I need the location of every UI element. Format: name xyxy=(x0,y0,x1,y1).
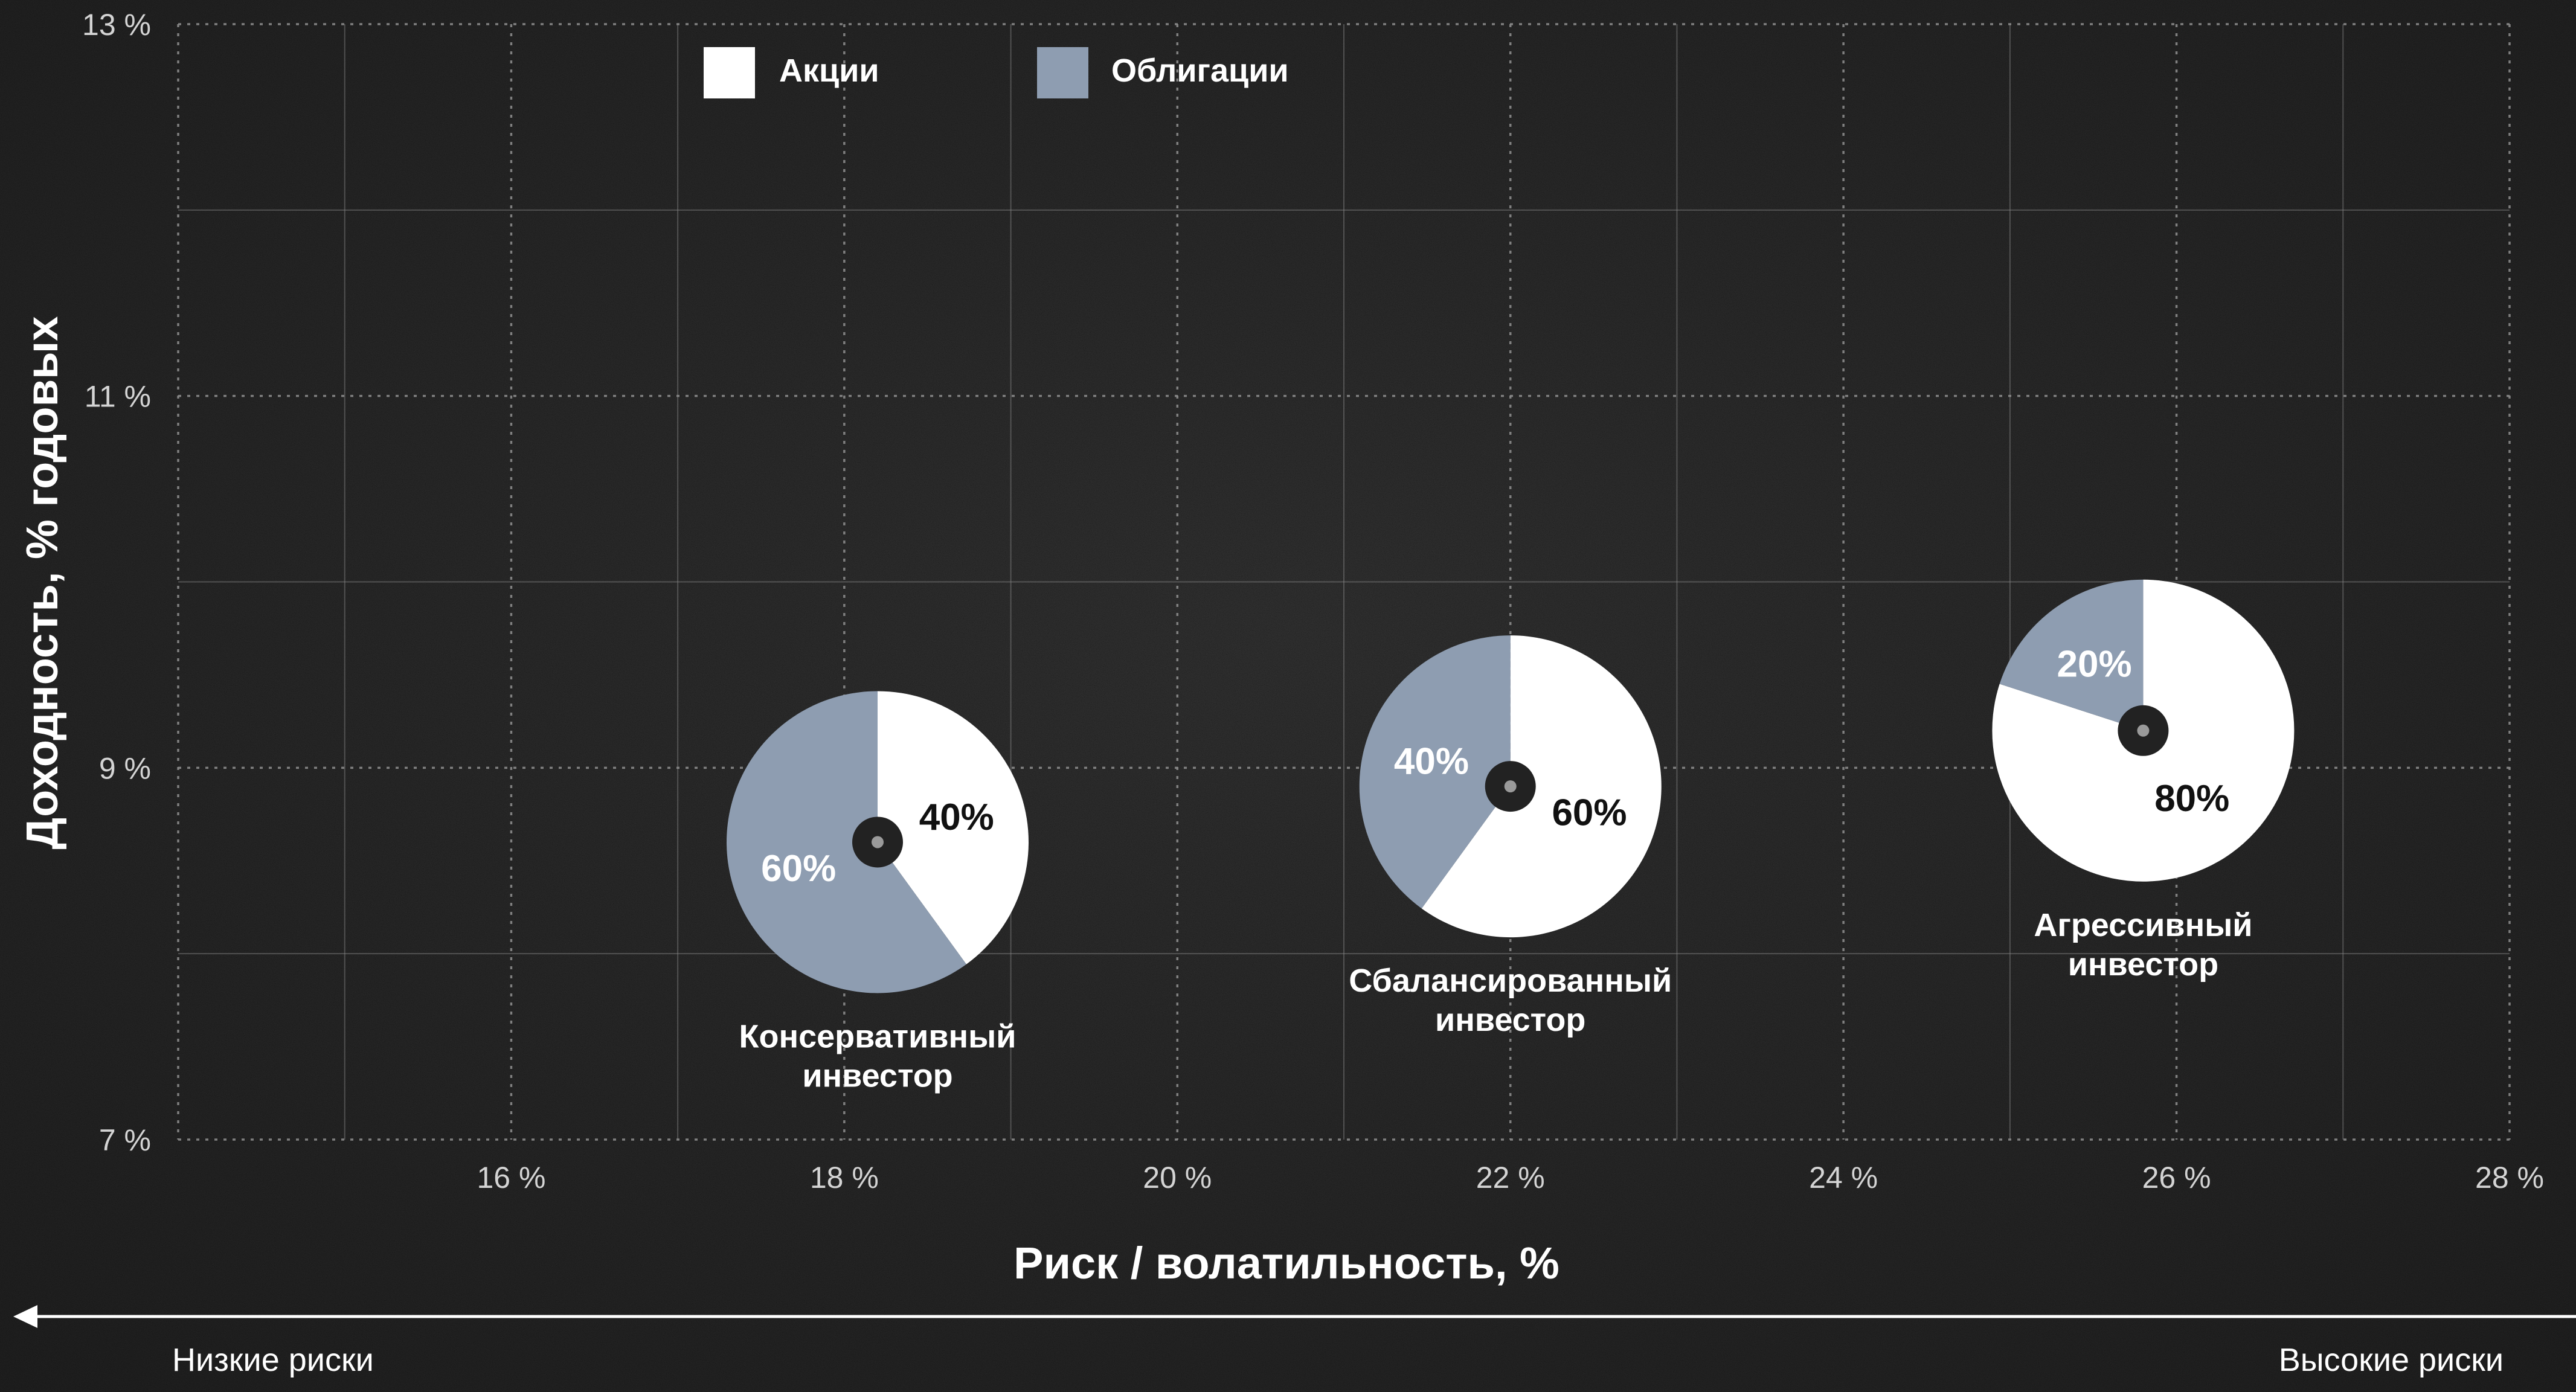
portfolio-points: 40%60%Консервативныйинвестор60%40%Сбалан… xyxy=(727,579,2295,1094)
risk-scale: Низкие риски Высокие риски xyxy=(13,1305,2576,1378)
pie-slice-bonds xyxy=(1999,579,2144,731)
y-tick-label: 13 % xyxy=(82,8,151,42)
pie-label-bonds: 40% xyxy=(1394,741,1469,783)
legend-swatch-stocks xyxy=(704,47,755,98)
x-axis-ticks: 16 % 18 % 20 % 22 % 24 % 26 % 28 % xyxy=(477,1161,2544,1195)
pie-label-stocks: 60% xyxy=(1552,792,1627,834)
legend-item-bonds: Облигации xyxy=(1037,47,1289,98)
x-tick-label: 26 % xyxy=(2142,1161,2211,1195)
investor-label-сбалансированный-инвестор: инвестор xyxy=(1435,1002,1585,1038)
legend-label-bonds: Облигации xyxy=(1111,53,1289,89)
investor-label-агрессивный-инвестор: Агрессивный xyxy=(2034,907,2252,943)
investor-label-консервативный-инвестор: Консервативный xyxy=(739,1018,1017,1054)
legend-label-stocks: Акции xyxy=(779,53,879,89)
pie-slice-bonds xyxy=(1359,635,1511,909)
investor-label-сбалансированный-инвестор: Сбалансированный xyxy=(1349,963,1672,999)
high-risk-label: Высокие риски xyxy=(2279,1342,2504,1378)
x-tick-label: 24 % xyxy=(1809,1161,1878,1195)
x-tick-label: 18 % xyxy=(810,1161,879,1195)
low-risk-label: Низкие риски xyxy=(172,1342,374,1378)
x-tick-label: 16 % xyxy=(477,1161,545,1195)
pie-slice-stocks xyxy=(878,691,1029,964)
investor-label-агрессивный-инвестор: инвестор xyxy=(2068,946,2218,983)
risk-arrow-head xyxy=(13,1305,37,1328)
x-axis-label: Риск / волатильность, % xyxy=(1013,1238,1559,1288)
y-tick-label: 11 % xyxy=(85,380,151,414)
investor-label-консервативный-инвестор: инвестор xyxy=(802,1057,952,1094)
y-axis-ticks: 7 % 9 % 11 % 13 % xyxy=(82,8,151,1157)
y-tick-label: 7 % xyxy=(99,1123,151,1157)
data-point-dot xyxy=(2137,724,2150,737)
pie-label-bonds: 60% xyxy=(761,848,836,890)
pie-label-stocks: 40% xyxy=(919,797,994,838)
legend-swatch-bonds xyxy=(1037,47,1088,98)
x-tick-label: 28 % xyxy=(2475,1161,2544,1195)
pie-label-stocks: 80% xyxy=(2154,778,2229,819)
legend: Акции Облигации xyxy=(704,47,1289,98)
pie-slice-stocks xyxy=(1421,635,1662,938)
y-axis-label: Доходность, % годовых xyxy=(17,316,67,850)
pie-slice-bonds xyxy=(727,691,966,993)
data-point-dot xyxy=(1504,780,1517,793)
legend-item-stocks: Акции xyxy=(704,47,879,98)
y-tick-label: 9 % xyxy=(99,751,151,785)
pie-label-bonds: 20% xyxy=(2057,644,2132,685)
x-tick-label: 20 % xyxy=(1143,1161,1212,1195)
data-point-dot xyxy=(872,836,884,848)
x-tick-label: 22 % xyxy=(1476,1161,1545,1195)
